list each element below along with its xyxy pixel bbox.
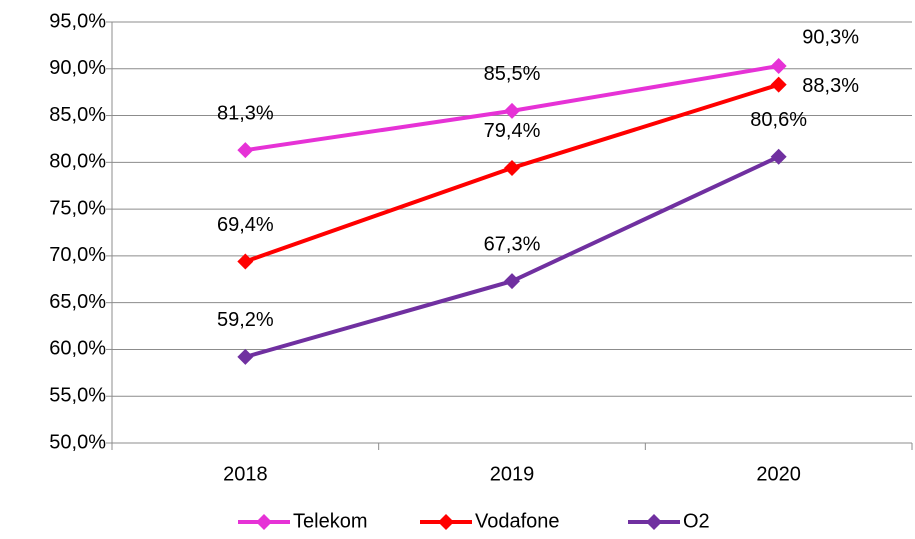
y-tick-label: 85,0% (49, 104, 106, 126)
x-tick-label: 2019 (490, 463, 535, 485)
marker (504, 273, 520, 290)
data-label: 67,3% (484, 233, 541, 255)
legend-marker (438, 514, 454, 530)
data-label: 69,4% (217, 214, 274, 236)
x-tick-label: 2020 (756, 463, 801, 485)
y-tick-label: 90,0% (49, 57, 106, 79)
legend-label: Telekom (293, 510, 367, 532)
marker (237, 348, 254, 365)
marker (770, 76, 787, 93)
marker (504, 102, 520, 119)
x-tick-label: 2018 (223, 463, 268, 485)
data-label: 85,5% (484, 63, 541, 85)
y-tick-label: 70,0% (49, 244, 106, 266)
marker (770, 57, 787, 74)
y-tick-label: 75,0% (49, 197, 106, 219)
legend-marker (646, 514, 662, 530)
legend-label: O2 (683, 510, 710, 532)
y-tick-label: 65,0% (49, 291, 106, 313)
y-tick-label: 80,0% (49, 151, 106, 173)
data-label: 88,3% (802, 75, 859, 97)
data-label: 79,4% (484, 120, 541, 142)
marker (237, 142, 254, 159)
data-label: 81,3% (217, 102, 274, 124)
marker (504, 159, 520, 176)
y-tick-label: 55,0% (49, 385, 106, 407)
marker (770, 148, 787, 165)
data-label: 59,2% (217, 309, 274, 331)
data-label: 80,6% (750, 109, 807, 131)
y-tick-label: 95,0% (49, 10, 106, 32)
y-tick-label: 50,0% (49, 431, 106, 453)
legend-marker (256, 514, 272, 530)
marker (237, 253, 254, 270)
data-label: 90,3% (802, 26, 859, 48)
series-line (244, 154, 780, 359)
y-tick-label: 60,0% (49, 338, 106, 360)
legend-label: Vodafone (475, 510, 560, 532)
